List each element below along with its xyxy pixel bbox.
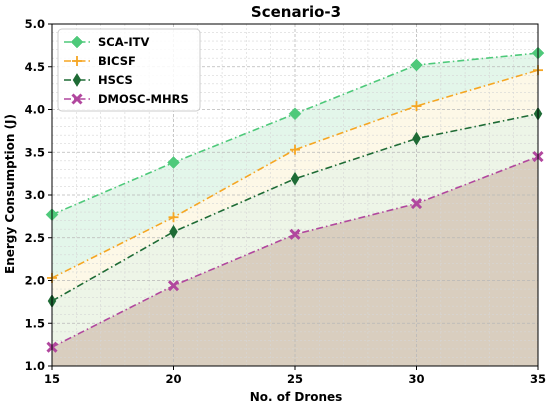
legend-label: HSCS bbox=[98, 73, 133, 87]
y-tick-label: 1.5 bbox=[25, 316, 45, 330]
marker-thin-diamond bbox=[290, 171, 300, 186]
marker-diamond bbox=[70, 35, 84, 49]
marker-diamond bbox=[288, 107, 302, 121]
x-tick-label: 30 bbox=[408, 372, 424, 386]
x-tick-label: 20 bbox=[165, 372, 181, 386]
legend-box bbox=[57, 28, 201, 112]
legend-label: BICSF bbox=[98, 54, 136, 68]
plot-area: 15 20 25 30 35 1.0 1.5 2.0 2.5 3.0 3.5 4.0 4.5 5.0 bbox=[25, 17, 546, 386]
marker-x-b bbox=[71, 93, 83, 105]
x-tick-label: 35 bbox=[530, 372, 546, 386]
legend-entry: HSCS bbox=[64, 73, 133, 87]
y-tick-label: 3.5 bbox=[25, 145, 45, 159]
series-line bbox=[51, 69, 539, 279]
y-tick-label: 2.5 bbox=[25, 231, 45, 245]
marker-thin-diamond bbox=[169, 224, 178, 239]
y-axis-label: Energy Consumption (J) bbox=[3, 114, 17, 274]
y-tick-label: 4.5 bbox=[25, 60, 45, 74]
y-tick-label: 5.0 bbox=[25, 17, 45, 31]
chart-title: Scenario-3 bbox=[251, 3, 341, 21]
legend-label: SCA-ITV bbox=[98, 35, 150, 49]
y-tick-label: 1.0 bbox=[25, 359, 45, 373]
marker-x-b bbox=[410, 197, 423, 210]
x-axis-label: No. of Drones bbox=[250, 390, 343, 404]
marker-x-b bbox=[289, 228, 301, 240]
marker-x-b bbox=[167, 280, 180, 292]
fill-band-1 bbox=[52, 70, 538, 302]
y-tick-label: 4.0 bbox=[25, 103, 45, 117]
series-line bbox=[51, 155, 539, 348]
x-tick-label: 15 bbox=[44, 372, 60, 386]
x-tick-label: 25 bbox=[287, 372, 303, 386]
y-tick-label: 2.0 bbox=[25, 274, 45, 288]
legend: SCA-ITV BICSF HSCS DMOSC-MHRS bbox=[57, 28, 201, 112]
marker-diamond bbox=[410, 58, 423, 72]
legend-entry: DMOSC-MHRS bbox=[64, 92, 189, 106]
legend-entry: BICSF bbox=[64, 54, 136, 68]
marker-thin-diamond bbox=[412, 131, 421, 146]
legend-entry: SCA-ITV bbox=[64, 35, 150, 49]
marker-diamond bbox=[167, 156, 180, 169]
legend-label: DMOSC-MHRS bbox=[98, 92, 189, 106]
marker-thin-diamond bbox=[72, 73, 82, 87]
y-tick-label: 3.0 bbox=[25, 188, 45, 202]
